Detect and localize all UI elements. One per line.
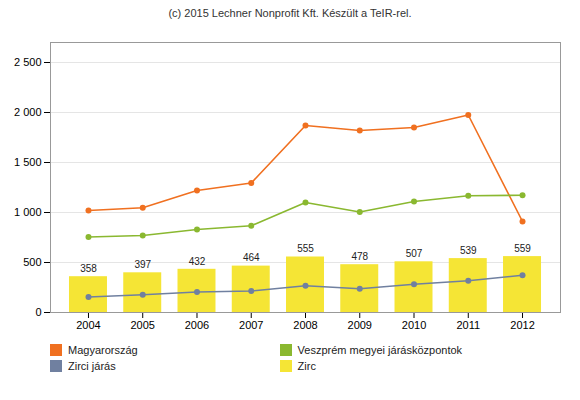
html-text:Zirc: Zirc <box>297 360 316 372</box>
svg-text:539: 539 <box>460 245 477 256</box>
svg-text:478: 478 <box>351 251 368 262</box>
svg-text:559: 559 <box>514 243 531 254</box>
svg-text:2006: 2006 <box>185 319 209 331</box>
svg-text:2005: 2005 <box>130 319 154 331</box>
svg-text:2010: 2010 <box>402 319 426 331</box>
svg-text:2011: 2011 <box>456 319 480 331</box>
svg-text:2007: 2007 <box>239 319 263 331</box>
svg-text:1 000: 1 000 <box>14 206 42 218</box>
svg-text:432: 432 <box>189 256 206 267</box>
svg-text:555: 555 <box>297 243 314 254</box>
svg-text:2012: 2012 <box>510 319 534 331</box>
svg-text:2009: 2009 <box>348 319 372 331</box>
svg-text:358: 358 <box>80 263 97 274</box>
svg-text:500: 500 <box>23 256 41 268</box>
svg-text:2 500: 2 500 <box>14 56 42 68</box>
svg-text:2004: 2004 <box>76 319 100 331</box>
html-text:Zirci járás: Zirci járás <box>68 360 116 372</box>
svg-text:464: 464 <box>243 252 260 263</box>
svg-text:507: 507 <box>406 248 423 259</box>
html-text:Veszprém megyei járásközpontok: Veszprém megyei járásközpontok <box>297 344 463 356</box>
svg-text:0: 0 <box>35 306 41 318</box>
svg-text:2008: 2008 <box>293 319 317 331</box>
svg-text:397: 397 <box>134 259 151 270</box>
html-text:Magyarország: Magyarország <box>68 344 138 356</box>
svg-text:1 500: 1 500 <box>14 156 42 168</box>
html-text:(c) 2015 Lechner Nonprofit Kft: (c) 2015 Lechner Nonprofit Kft. Készült … <box>168 7 412 19</box>
svg-text:2 000: 2 000 <box>14 106 42 118</box>
